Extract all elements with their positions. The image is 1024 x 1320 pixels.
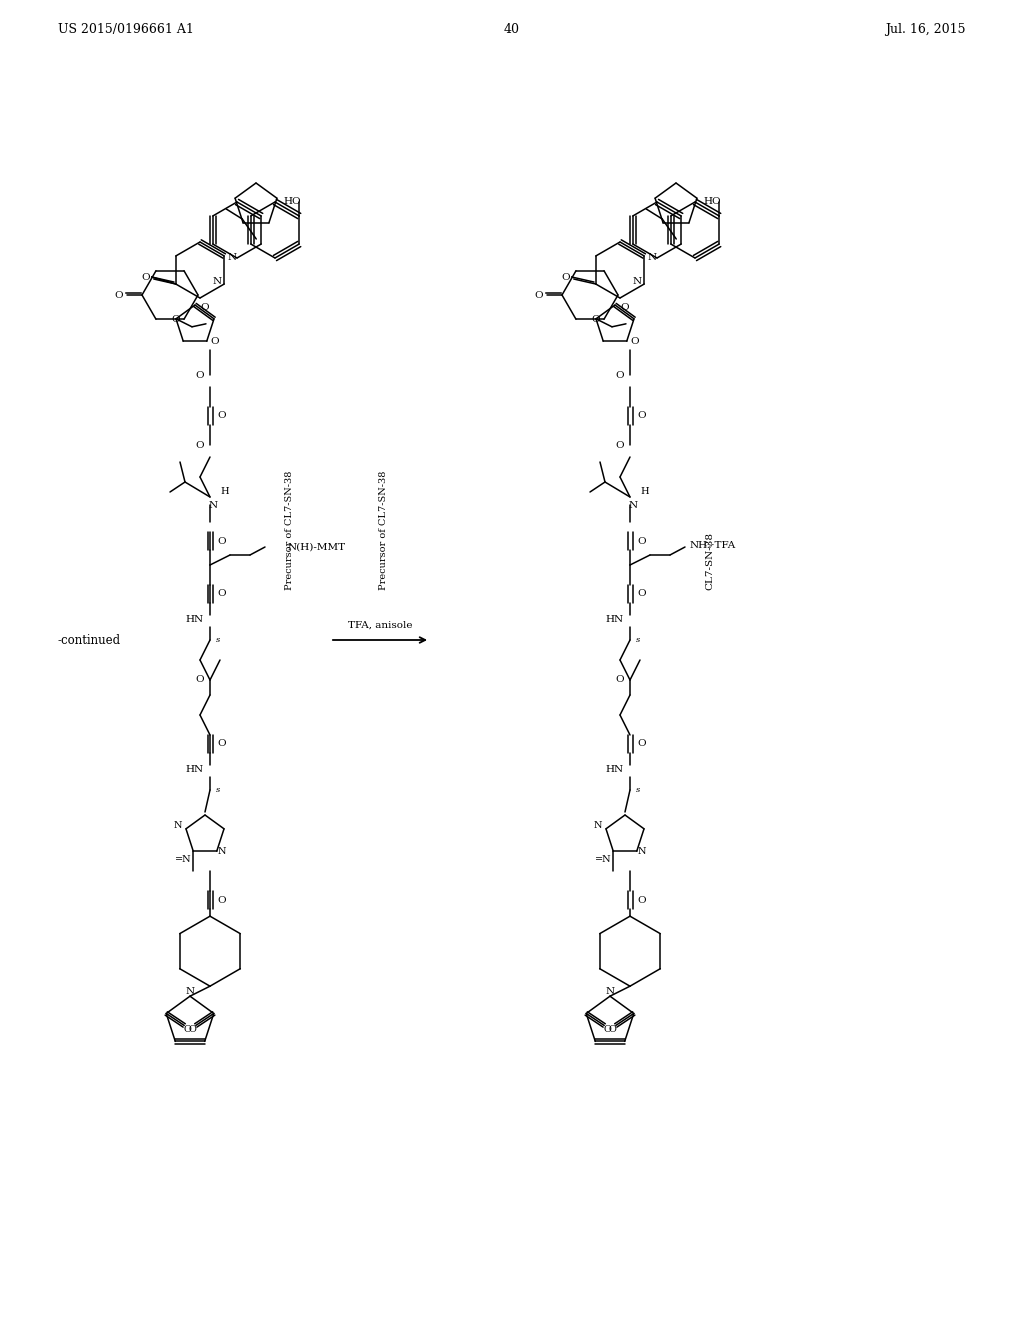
Text: N: N (605, 986, 614, 995)
Text: s: s (636, 785, 640, 795)
Text: O: O (218, 590, 226, 598)
Text: N: N (594, 821, 602, 830)
Text: O: O (172, 314, 180, 323)
Text: O: O (561, 272, 570, 281)
Text: Precursor of CL7-SN-38: Precursor of CL7-SN-38 (286, 471, 295, 590)
Text: N: N (647, 253, 656, 263)
Text: N(H)-MMT: N(H)-MMT (288, 543, 346, 552)
Text: O: O (592, 314, 600, 323)
Text: O: O (188, 1024, 197, 1034)
Text: TFA, anisole: TFA, anisole (348, 620, 413, 630)
Text: N: N (209, 500, 217, 510)
Text: O: O (631, 337, 639, 346)
Text: HN: HN (606, 615, 624, 624)
Text: O: O (615, 441, 625, 450)
Text: O: O (218, 739, 226, 748)
Text: H: H (221, 487, 229, 496)
Text: Jul. 16, 2015: Jul. 16, 2015 (886, 22, 966, 36)
Text: O: O (638, 896, 646, 904)
Text: O: O (608, 1024, 616, 1034)
Text: H: H (641, 487, 649, 496)
Text: O: O (218, 412, 226, 421)
Text: 40: 40 (504, 22, 520, 36)
Text: O: O (638, 536, 646, 545)
Text: O: O (218, 536, 226, 545)
Text: O: O (638, 739, 646, 748)
Text: O: O (141, 272, 151, 281)
Text: Precursor of CL7-SN-38: Precursor of CL7-SN-38 (379, 471, 387, 590)
Text: s: s (216, 636, 220, 644)
Text: US 2015/0196661 A1: US 2015/0196661 A1 (58, 22, 194, 36)
Text: NH₂·TFA: NH₂·TFA (690, 540, 736, 549)
Text: =N: =N (595, 854, 611, 863)
Text: O: O (218, 896, 226, 904)
Text: O: O (115, 290, 123, 300)
Text: O: O (201, 302, 209, 312)
Text: =N: =N (175, 854, 191, 863)
Text: N: N (633, 277, 642, 286)
Text: N: N (213, 277, 222, 286)
Text: HN: HN (186, 766, 204, 775)
Text: O: O (638, 590, 646, 598)
Text: O: O (535, 290, 544, 300)
Text: N: N (174, 821, 182, 830)
Text: O: O (621, 302, 630, 312)
Text: s: s (636, 636, 640, 644)
Text: HN: HN (186, 615, 204, 624)
Text: O: O (196, 371, 205, 380)
Text: O: O (615, 371, 625, 380)
Text: N: N (629, 500, 638, 510)
Text: N: N (217, 846, 226, 855)
Text: O: O (196, 441, 205, 450)
Text: N: N (638, 846, 646, 855)
Text: O: O (615, 676, 625, 685)
Text: HN: HN (606, 766, 624, 775)
Text: O: O (604, 1024, 611, 1034)
Text: HO: HO (284, 198, 301, 206)
Text: HO: HO (703, 198, 721, 206)
Text: O: O (638, 412, 646, 421)
Text: N: N (185, 986, 195, 995)
Text: -continued: -continued (58, 634, 121, 647)
Text: s: s (216, 785, 220, 795)
Text: O: O (211, 337, 219, 346)
Text: O: O (196, 676, 205, 685)
Text: CL7-SN-38: CL7-SN-38 (706, 532, 715, 590)
Text: O: O (184, 1024, 191, 1034)
Text: N: N (227, 253, 237, 263)
